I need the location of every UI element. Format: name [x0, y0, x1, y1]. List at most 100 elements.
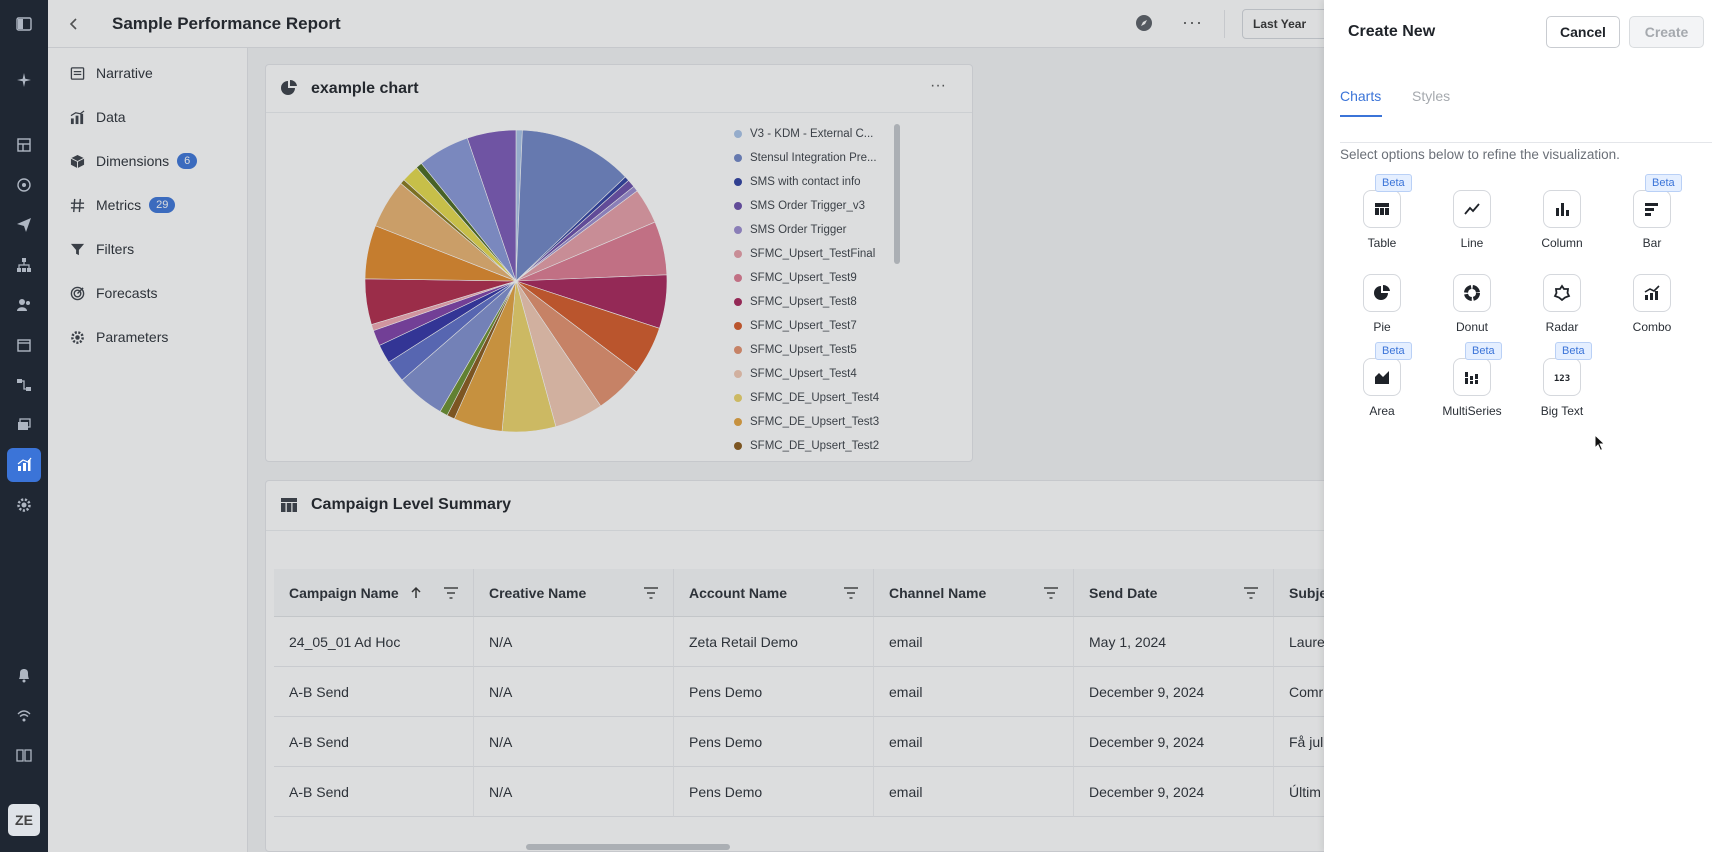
column-header-creative-name[interactable]: Creative Name	[474, 569, 674, 617]
create-button[interactable]: Create	[1629, 16, 1704, 48]
legend-item[interactable]: SFMC_Upsert_Test9	[734, 269, 857, 287]
column-header-account-name[interactable]: Account Name	[674, 569, 874, 617]
legend-item[interactable]: SFMC_Upsert_TestFinal	[734, 245, 875, 263]
bar-chart-icon	[1645, 203, 1658, 216]
cancel-button[interactable]: Cancel	[1546, 16, 1620, 48]
option-icon-button[interactable]	[1363, 274, 1401, 312]
tab-styles[interactable]: Styles	[1412, 88, 1451, 104]
legend-item[interactable]: SFMC_Upsert_Test7	[734, 317, 857, 335]
settings-icon[interactable]	[14, 495, 34, 515]
analytics-icon[interactable]	[7, 448, 41, 482]
legend-item[interactable]: SMS Order Trigger	[734, 221, 847, 239]
back-button[interactable]	[62, 12, 86, 36]
legend-item[interactable]: SFMC_Upsert_Test5	[734, 341, 857, 359]
sidebar-item-data[interactable]: Data	[68, 106, 126, 128]
tab-charts[interactable]: Charts	[1340, 88, 1382, 104]
chart-option-big-text[interactable]: 123 Beta Big Text	[1517, 342, 1607, 430]
sidebar-item-parameters[interactable]: Parameters	[68, 326, 168, 348]
target-icon[interactable]	[14, 175, 34, 195]
pie-slice[interactable]	[466, 129, 517, 282]
pie-chart[interactable]	[266, 113, 726, 459]
option-icon-button[interactable]	[1453, 190, 1491, 228]
filter-lines-icon[interactable]	[443, 585, 459, 601]
bell-icon[interactable]	[14, 665, 34, 685]
filter-lines-icon[interactable]	[843, 585, 859, 601]
option-icon-button[interactable]: 123	[1543, 358, 1581, 396]
flow-icon[interactable]	[14, 375, 34, 395]
panel-toggle-icon[interactable]	[14, 14, 34, 34]
arrow-up-icon[interactable]	[409, 586, 423, 600]
more-options-icon[interactable]: ···	[1182, 12, 1203, 32]
chart-option-area[interactable]: Beta Area	[1337, 342, 1427, 430]
legend-item[interactable]: SMS Order Trigger_v3	[734, 197, 865, 215]
column-header-channel-name[interactable]: Channel Name	[874, 569, 1074, 617]
legend-item[interactable]: V3 - KDM - External C...	[734, 125, 873, 143]
option-icon-button[interactable]	[1633, 190, 1671, 228]
chart-option-multiseries[interactable]: Beta MultiSeries	[1427, 342, 1517, 430]
chart-card[interactable]: example chart ··· V3 - KDM - External C.…	[265, 64, 973, 462]
filter-lines-icon[interactable]	[643, 585, 659, 601]
hierarchy-icon[interactable]	[14, 255, 34, 275]
table-cell: N/A	[474, 617, 674, 667]
pie-slice[interactable]	[515, 129, 626, 282]
legend-item[interactable]: SMS with contact info	[734, 173, 861, 191]
option-icon-button[interactable]	[1363, 190, 1401, 228]
chart-option-pie[interactable]: Pie	[1337, 274, 1427, 346]
chart-option-donut[interactable]: Donut	[1427, 274, 1517, 346]
compass-icon[interactable]	[1134, 13, 1154, 33]
option-label: Donut	[1455, 320, 1489, 334]
legend-scrollbar[interactable]	[894, 124, 900, 264]
chart-option-combo[interactable]: Combo	[1607, 274, 1697, 346]
sidebar-item-label: Dimensions	[96, 153, 170, 169]
legend-item[interactable]: SFMC_DE_Upsert_Test4	[734, 389, 879, 407]
option-label: Combo	[1632, 320, 1672, 334]
legend-item[interactable]: SFMC_DE_Upsert_Test2	[734, 437, 879, 455]
audience-icon[interactable]	[14, 295, 34, 315]
book-icon[interactable]	[14, 745, 34, 765]
filter-icon	[68, 240, 86, 258]
sidebar-item-narrative[interactable]: Narrative	[68, 62, 153, 84]
option-label: Pie	[1373, 320, 1391, 334]
dashboard-icon[interactable]	[14, 135, 34, 155]
column-header-label: Channel Name	[889, 584, 987, 601]
table-horizontal-scrollbar[interactable]	[526, 844, 730, 850]
more-options-icon[interactable]: ···	[930, 77, 946, 94]
table-cell: A-B Send	[274, 717, 474, 767]
option-icon-button[interactable]	[1453, 274, 1491, 312]
sidebar-item-filters[interactable]: Filters	[68, 238, 134, 260]
helper-text: Select options below to refine the visua…	[1340, 147, 1620, 162]
option-label: Bar	[1642, 236, 1662, 250]
sidebar-item-dimensions[interactable]: Dimensions 6	[68, 150, 198, 172]
modal-backdrop[interactable]	[48, 0, 1372, 852]
sparkle-icon[interactable]	[14, 70, 34, 90]
filter-lines-icon[interactable]	[1043, 585, 1059, 601]
legend-swatch	[734, 226, 742, 234]
sidebar-item-label: Forecasts	[96, 285, 158, 301]
option-icon-button[interactable]	[1633, 274, 1671, 312]
send-icon[interactable]	[14, 215, 34, 235]
chart-option-bar[interactable]: Beta Bar	[1607, 174, 1697, 262]
legend-item[interactable]: SFMC_Upsert_Test4	[734, 365, 857, 383]
option-icon-button[interactable]	[1363, 358, 1401, 396]
calendar-icon[interactable]	[14, 335, 34, 355]
chart-option-table[interactable]: Beta Table	[1337, 174, 1427, 262]
sidebar-item-metrics[interactable]: Metrics 29	[68, 194, 176, 216]
column-header-campaign-name[interactable]: Campaign Name	[274, 569, 474, 617]
chart-option-radar[interactable]: Radar	[1517, 274, 1607, 346]
chart-option-line[interactable]: Line	[1427, 190, 1517, 262]
legend-item[interactable]: Stensul Integration Pre...	[734, 149, 877, 167]
option-label: Table	[1367, 236, 1397, 250]
option-icon-button[interactable]	[1543, 190, 1581, 228]
signal-icon[interactable]	[14, 705, 34, 725]
option-icon-button[interactable]	[1543, 274, 1581, 312]
user-avatar[interactable]: ZE	[8, 804, 40, 836]
sidebar-item-forecasts[interactable]: Forecasts	[68, 282, 157, 304]
option-icon-button[interactable]	[1453, 358, 1491, 396]
table-cell: email	[874, 617, 1074, 667]
stack-icon[interactable]	[14, 415, 34, 435]
column-header-send-date[interactable]: Send Date	[1074, 569, 1274, 617]
legend-item[interactable]: SFMC_DE_Upsert_Test3	[734, 413, 879, 431]
chart-option-column[interactable]: Column	[1517, 190, 1607, 262]
filter-lines-icon[interactable]	[1243, 585, 1259, 601]
legend-item[interactable]: SFMC_Upsert_Test8	[734, 293, 857, 311]
